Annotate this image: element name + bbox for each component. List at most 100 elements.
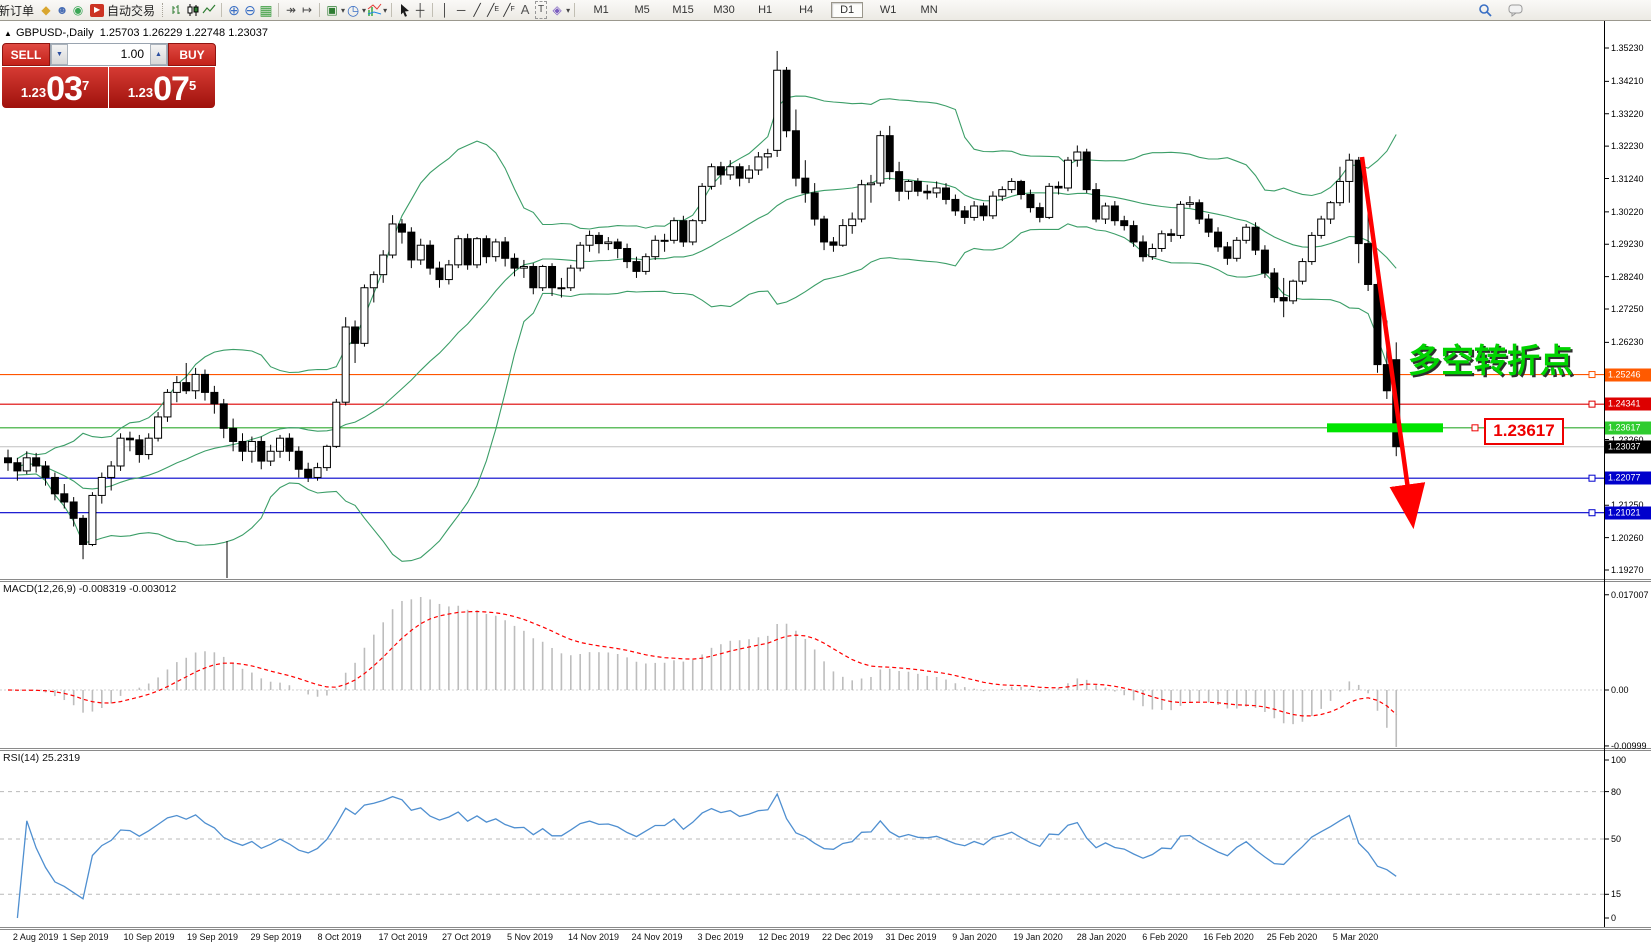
trendline-button[interactable]: ╱	[473, 3, 481, 17]
buy-button[interactable]: BUY	[168, 43, 216, 66]
line-chart-button[interactable]	[201, 2, 217, 18]
indicators-dropdown-caret[interactable]: ▾	[383, 5, 388, 15]
date-axis-label: 3 Dec 2019	[697, 932, 744, 942]
template-dropdown-caret[interactable]: ▾	[341, 5, 346, 15]
timeframe-button-m15[interactable]: M15	[672, 4, 694, 16]
text-label-button[interactable]: T	[533, 1, 549, 19]
candle-body	[510, 257, 519, 269]
rsi-pane[interactable]	[0, 791, 1604, 919]
macd-pane[interactable]	[0, 597, 1604, 747]
candle-body	[191, 373, 200, 392]
profile-icon[interactable]: ☻	[55, 3, 69, 17]
trend-arrow[interactable]	[1359, 156, 1426, 530]
price-callout-handle[interactable]	[1471, 424, 1479, 432]
candle-body	[397, 223, 406, 233]
period-clock-button[interactable]: ◷	[346, 2, 360, 18]
sell-button[interactable]: SELL	[2, 43, 50, 66]
timeframe-button-h1[interactable]: H1	[758, 4, 773, 16]
candle-body	[79, 517, 88, 545]
candle-body	[1129, 225, 1138, 243]
volume-input[interactable]: 1.00	[120, 47, 144, 61]
auto-scroll-button[interactable]: ↠	[286, 3, 297, 17]
candle-body	[632, 261, 641, 272]
zoom-out-button[interactable]: ⊖	[244, 2, 256, 18]
bollinger-upper-band	[17, 95, 1397, 460]
period-dropdown-caret[interactable]: ▾	[362, 5, 367, 15]
price-axis-tick: 1.20260	[1611, 532, 1644, 543]
new-order-button[interactable]: 新订单	[0, 1, 38, 19]
candle-body	[69, 501, 78, 519]
horizontal-line-button[interactable]: ─	[456, 3, 466, 17]
candle-body	[782, 69, 791, 132]
tile-windows-button[interactable]: ▦	[259, 2, 273, 18]
autotrading-button[interactable]: ▶ 自动交易	[86, 1, 159, 19]
candle-body	[247, 440, 256, 452]
line-handle[interactable]	[1588, 371, 1596, 379]
candle-body	[1260, 249, 1269, 274]
zoom-in-button[interactable]: ⊕	[228, 2, 240, 18]
candle-body	[407, 231, 416, 261]
chat-icon[interactable]	[1507, 2, 1523, 18]
new-template-button[interactable]: ▣	[326, 3, 338, 17]
candle-body	[1120, 220, 1129, 227]
buy-price-panel[interactable]: 1.23 07 5	[109, 67, 215, 108]
main-price-pane[interactable]	[0, 50, 1604, 578]
chart-shift-button[interactable]: ↦	[302, 3, 313, 17]
bar-chart-button[interactable]	[169, 2, 185, 18]
price-axis-tick: 1.23260	[1611, 435, 1644, 445]
chart-window-icon[interactable]: ◆	[41, 3, 51, 17]
rsi-line	[16, 792, 1397, 919]
chart-collapse-triangle-icon[interactable]: ▲	[4, 29, 12, 38]
candle-body	[998, 189, 1007, 197]
timeframe-button-m5[interactable]: M5	[634, 4, 650, 16]
timeframe-button-d1[interactable]: D1	[831, 2, 864, 18]
vertical-line-button[interactable]: │	[441, 3, 449, 17]
candle-body	[1195, 202, 1204, 220]
price-axis-tick: 1.30220	[1611, 206, 1644, 217]
candle-body	[210, 391, 219, 405]
search-icon[interactable]	[1477, 2, 1493, 18]
text-button[interactable]: A	[520, 2, 530, 17]
arrows-dropdown-caret[interactable]: ▾	[566, 5, 571, 15]
current-price-badge: 1.23037	[1605, 440, 1651, 454]
timeframe-button-m30[interactable]: M30	[713, 4, 735, 16]
price-callout-box[interactable]: 1.23617	[1484, 418, 1564, 445]
date-axis-label: 19 Sep 2019	[186, 932, 239, 942]
candle-body	[698, 185, 707, 222]
timeframe-button-mn[interactable]: MN	[920, 4, 938, 16]
volume-decrease-button[interactable]: ▼	[51, 44, 68, 65]
candle-body	[594, 234, 603, 245]
timeframe-button-h4[interactable]: H4	[799, 4, 814, 16]
market-watch-icon[interactable]: ◉	[72, 3, 84, 17]
candle-body	[238, 440, 247, 452]
indicators-button[interactable]	[366, 2, 382, 18]
chart-symbol-period: GBPUSD-,Daily	[16, 27, 94, 39]
buy-price-prefix: 1.23	[127, 85, 154, 100]
candle-body	[866, 182, 875, 186]
equidistant-channel-button[interactable]: ╱ E	[487, 3, 500, 17]
cursor-button[interactable]	[396, 2, 412, 18]
candlestick-chart-button[interactable]	[185, 2, 201, 18]
candle-body	[41, 465, 50, 478]
line-handle[interactable]	[1588, 474, 1596, 482]
date-axis-label: 8 Oct 2019	[317, 932, 362, 942]
price-axis-tick: 1.28240	[1611, 271, 1644, 282]
volume-increase-button[interactable]: ▲	[150, 44, 167, 65]
candle-body	[32, 457, 41, 467]
candle-body	[1026, 194, 1035, 209]
candle-body	[763, 153, 772, 158]
candle-body	[810, 192, 819, 220]
price-axis-tick: 1.34210	[1611, 76, 1644, 87]
turning-point-text-annotation[interactable]: 多空转折点	[1408, 341, 1573, 380]
crosshair-button[interactable]: ┼	[415, 3, 425, 17]
timeframe-button-w1[interactable]: W1	[879, 4, 897, 16]
line-handle[interactable]	[1588, 400, 1596, 408]
arrows-button[interactable]: ◈	[552, 3, 562, 17]
green-highlight-bar[interactable]	[1327, 423, 1443, 433]
sell-price-panel[interactable]: 1.23 03 7	[2, 67, 108, 108]
line-handle[interactable]	[1588, 509, 1596, 517]
fibonacci-button[interactable]: ╱ F	[503, 3, 515, 17]
timeframe-button-m1[interactable]: M1	[593, 4, 609, 16]
new-order-label: 新订单	[0, 3, 35, 18]
